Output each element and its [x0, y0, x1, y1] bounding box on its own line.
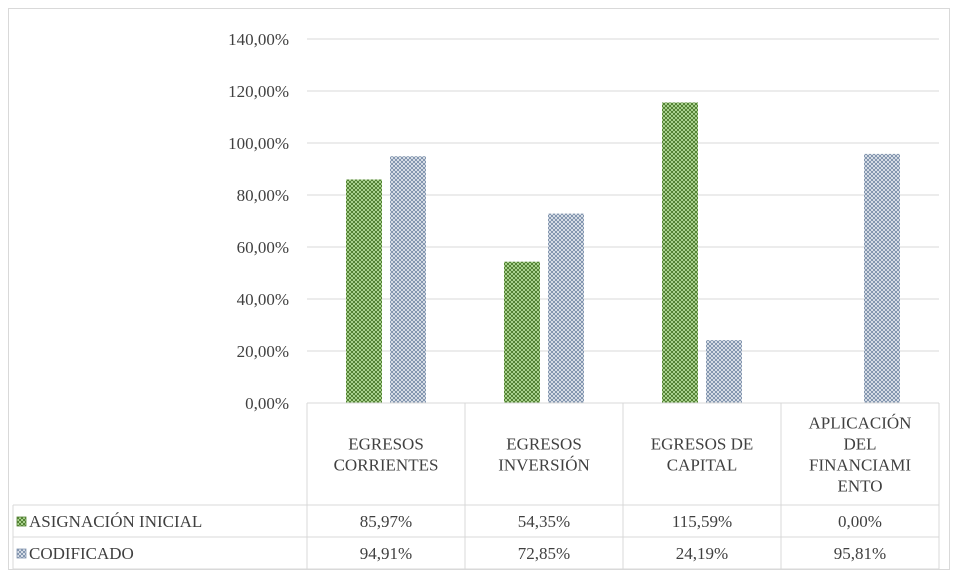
- bar-asignacion-inicial: [504, 261, 540, 403]
- category-label: APLICACIÓN DEL FINANCIAMI ENTO: [809, 414, 912, 496]
- bars: [346, 102, 900, 403]
- chart-frame: 0,00% 20,00% 40,00% 60,00% 80,00% 100,00% 120,…: [8, 8, 950, 570]
- bar-codificado: [864, 153, 900, 403]
- bar-chart: 0,00% 20,00% 40,00% 60,00% 80,00% 100,00% 120,…: [12, 30, 940, 569]
- y-tick-label: 100,00%: [228, 134, 289, 153]
- y-axis-ticks: 0,00% 20,00% 40,00% 60,00% 80,00% 100,00% 120,…: [228, 30, 289, 413]
- bar-codificado: [706, 340, 742, 403]
- bar-codificado: [548, 213, 584, 403]
- data-label: 95,81%: [834, 544, 886, 563]
- bar-asignacion-inicial: [662, 102, 698, 403]
- y-tick-label: 120,00%: [228, 82, 289, 101]
- y-tick-label: 80,00%: [237, 186, 289, 205]
- data-label: 94,91%: [360, 544, 412, 563]
- bar-codificado: [390, 156, 426, 403]
- legend-series-name: ASIGNACIÓN INICIAL: [29, 512, 202, 531]
- data-label: 115,59%: [672, 512, 732, 531]
- category-label: EGRESOS DE CAPITAL: [651, 435, 753, 475]
- y-tick-label: 0,00%: [245, 394, 289, 413]
- data-label: 24,19%: [676, 544, 728, 563]
- y-tick-label: 40,00%: [237, 290, 289, 309]
- data-label: 54,35%: [518, 512, 570, 531]
- data-label: 72,85%: [518, 544, 570, 563]
- data-label: 0,00%: [838, 512, 882, 531]
- legend-key: [16, 548, 27, 559]
- category-label: EGRESOS INVERSIÓN: [498, 435, 590, 475]
- data-table: EGRESOS CORRIENTES EGRESOS INVERSIÓN EGRESOS…: [12, 402, 940, 569]
- bar-asignacion-inicial: [346, 179, 382, 403]
- category-label: EGRESOS CORRIENTES: [334, 435, 439, 475]
- y-tick-label: 20,00%: [237, 342, 289, 361]
- legend-key: [16, 516, 27, 527]
- y-tick-label: 60,00%: [237, 238, 289, 257]
- y-tick-label: 140,00%: [228, 30, 289, 49]
- data-label: 85,97%: [360, 512, 412, 531]
- legend-series-name: CODIFICADO: [29, 544, 134, 563]
